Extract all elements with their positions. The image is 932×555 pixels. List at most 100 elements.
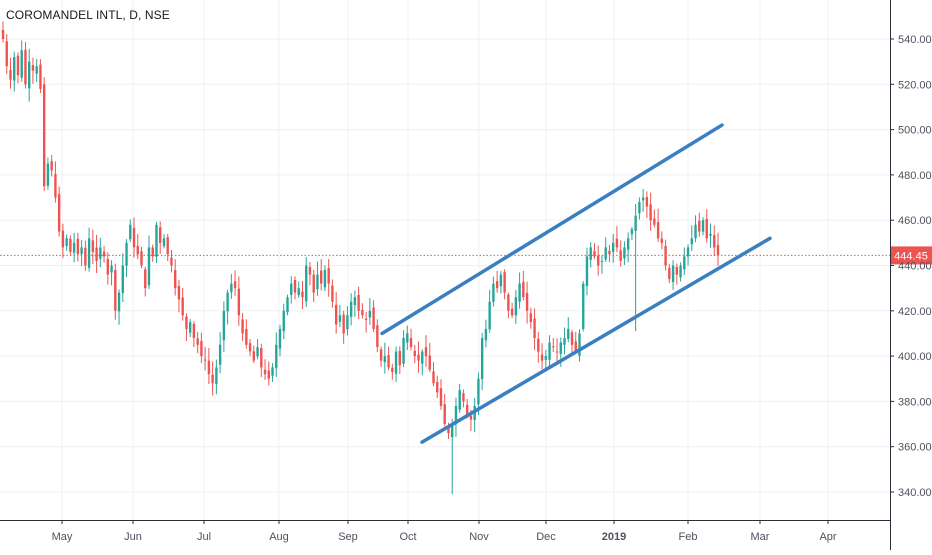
- candle: [151, 244, 154, 262]
- candle: [555, 338, 559, 361]
- candle: [439, 379, 443, 410]
- candle: [376, 319, 379, 353]
- candle: [271, 363, 274, 382]
- candle: [436, 375, 439, 398]
- candle: [230, 273, 233, 299]
- candle: [634, 204, 637, 332]
- x-tick-label: 2019: [602, 531, 626, 543]
- x-tick-label: Oct: [399, 531, 416, 543]
- candle: [364, 312, 368, 333]
- candle: [215, 359, 218, 395]
- candle: [42, 77, 46, 192]
- candle: [305, 257, 308, 307]
- candle: [192, 321, 196, 348]
- candle: [690, 225, 693, 252]
- candle: [293, 276, 297, 300]
- candle: [312, 269, 315, 303]
- candle: [125, 239, 128, 278]
- candle: [510, 302, 514, 318]
- candle: [275, 332, 278, 377]
- candle: [338, 305, 342, 328]
- candle: [548, 335, 551, 367]
- candle: [451, 418, 454, 495]
- y-tick-label: 420.00: [898, 306, 932, 318]
- candle: [668, 263, 671, 284]
- y-tick-label: 520.00: [898, 79, 932, 91]
- candle: [61, 223, 65, 259]
- candle: [24, 41, 27, 89]
- candle: [132, 217, 136, 258]
- candle: [181, 288, 184, 321]
- candle: [200, 332, 203, 364]
- candle: [136, 233, 139, 260]
- x-tick-label: Dec: [536, 531, 556, 543]
- candle: [597, 245, 600, 276]
- candle: [117, 289, 121, 325]
- candle: [282, 303, 285, 340]
- grid: [0, 0, 890, 520]
- candle: [260, 343, 263, 378]
- candle: [31, 57, 35, 84]
- candle: [413, 345, 416, 364]
- x-tick-label: Nov: [469, 531, 489, 543]
- candle: [99, 237, 102, 268]
- candle: [626, 232, 630, 263]
- candle: [503, 269, 506, 300]
- candle: [102, 245, 106, 263]
- y-tick-label: 360.00: [898, 442, 932, 454]
- candle: [241, 312, 244, 342]
- candle: [525, 281, 529, 324]
- candle: [698, 212, 701, 237]
- candle: [630, 226, 634, 241]
- last-price-badge: [890, 246, 932, 265]
- candle: [540, 343, 544, 370]
- last-price-line: 444.45: [0, 246, 932, 265]
- candle: [50, 154, 53, 177]
- candle: [544, 349, 548, 370]
- candle: [615, 226, 619, 253]
- candle: [144, 266, 147, 297]
- candle: [716, 232, 720, 266]
- candle: [368, 298, 372, 325]
- candle: [211, 361, 214, 396]
- candle: [346, 306, 349, 336]
- candle: [611, 233, 615, 263]
- candle: [177, 279, 181, 313]
- candle: [495, 270, 499, 293]
- candle: [65, 234, 68, 251]
- candle: [162, 234, 166, 249]
- x-tick-label: Aug: [269, 531, 289, 543]
- candle: [409, 328, 413, 351]
- y-tick-label: 380.00: [898, 396, 932, 408]
- candle: [278, 324, 282, 357]
- candle: [301, 281, 304, 310]
- candle: [589, 242, 592, 268]
- candle: [645, 191, 649, 219]
- channel-line-lower[interactable]: [420, 236, 772, 444]
- channel-line-upper[interactable]: [380, 123, 724, 336]
- candle: [35, 59, 38, 83]
- x-tick-label: Feb: [679, 531, 698, 543]
- candle: [159, 221, 162, 255]
- candle: [342, 310, 345, 344]
- candle: [46, 157, 50, 190]
- candle: [1, 21, 5, 43]
- channel-lines[interactable]: [380, 123, 772, 444]
- candle: [106, 252, 110, 285]
- candle: [537, 332, 540, 363]
- candle: [432, 362, 435, 387]
- candle: [256, 338, 259, 360]
- y-tick-label: 480.00: [898, 170, 932, 182]
- candle: [54, 161, 57, 203]
- candle: [514, 289, 518, 324]
- candle: [226, 289, 229, 325]
- candle: [334, 292, 338, 334]
- y-tick-label: 460.00: [898, 215, 932, 227]
- candle: [361, 303, 364, 319]
- candle: [533, 308, 536, 351]
- candle: [5, 34, 8, 75]
- candle: [69, 235, 72, 255]
